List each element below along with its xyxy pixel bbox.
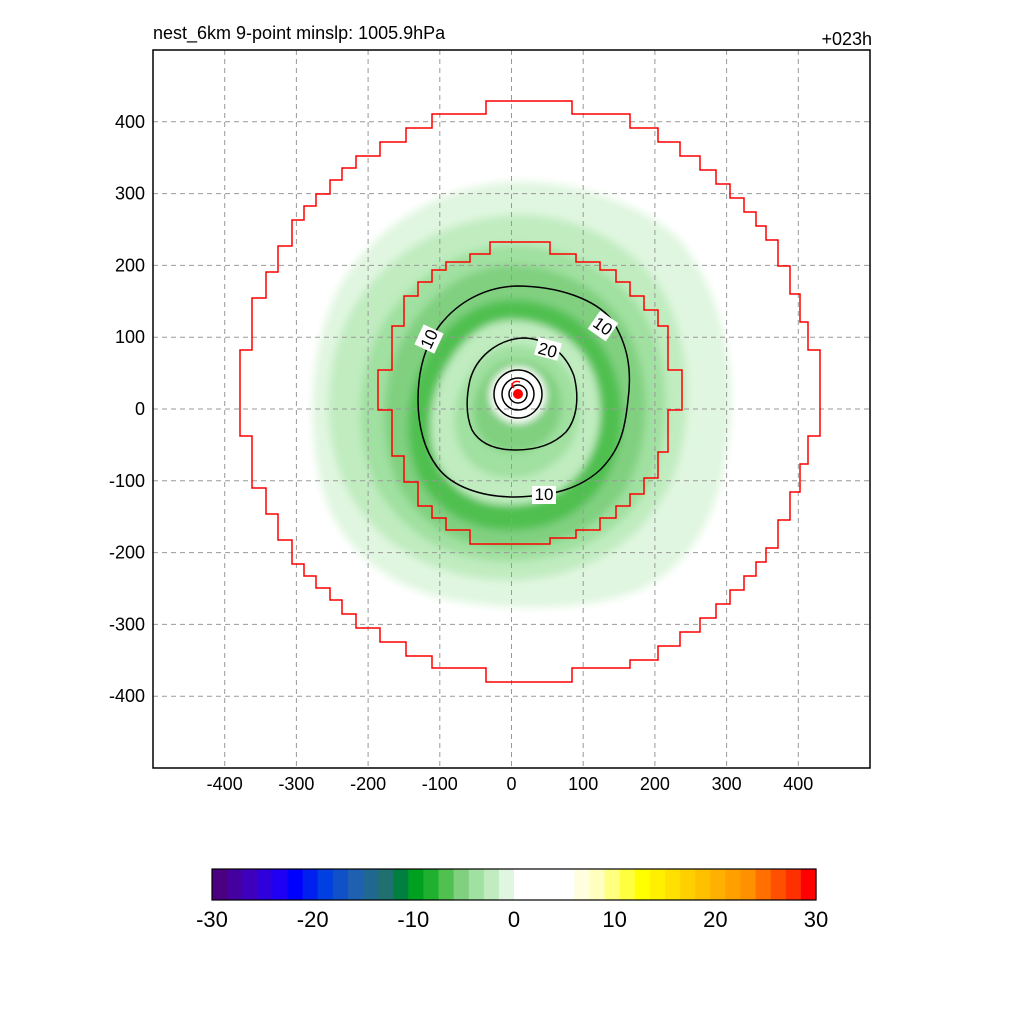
colorbar-swatch <box>680 869 696 900</box>
colorbar-swatch <box>710 869 726 900</box>
colorbar-swatch <box>604 869 621 900</box>
x-tick-label: 400 <box>783 774 813 794</box>
inner-boundary <box>377 241 683 545</box>
y-tick-label: -200 <box>109 543 145 563</box>
colorbar-swatch <box>740 869 757 900</box>
colorbar-tick-label: 0 <box>508 907 520 932</box>
colorbar-swatch <box>498 869 515 900</box>
colorbar-swatch <box>438 869 455 900</box>
colorbar-tick-labels: -30 -20 -10 0 10 20 30 <box>196 907 828 932</box>
colorbar-swatch <box>589 869 606 900</box>
plot-title-left: nest_6km 9-point minslp: 1005.9hPa <box>153 23 446 44</box>
colorbar-swatch <box>800 869 817 900</box>
x-tick-label: 0 <box>506 774 516 794</box>
x-tick-label: -100 <box>422 774 458 794</box>
colorbar-swatch <box>785 869 802 900</box>
y-tick-label: 300 <box>115 184 145 204</box>
colorbar-swatch <box>665 869 681 900</box>
colorbar-swatch <box>423 869 440 900</box>
colorbar-swatch <box>559 869 575 900</box>
colorbar-tick-label: -20 <box>297 907 329 932</box>
colorbar-swatch <box>302 869 319 900</box>
colorbar-swatch <box>574 869 591 900</box>
x-tick-label: -200 <box>350 774 386 794</box>
contour-line-20 <box>466 337 578 451</box>
colorbar-swatch <box>317 869 334 900</box>
colorbar-swatch <box>287 869 304 900</box>
colorbar-swatch <box>649 869 666 900</box>
colorbar-swatch <box>634 869 651 900</box>
y-tick-label: 0 <box>135 399 145 419</box>
contour-label-20: 20 <box>536 339 559 362</box>
contour-line-inner-1 <box>493 369 543 419</box>
colorbar-swatch <box>619 869 636 900</box>
y-tick-label: -400 <box>109 686 145 706</box>
plot-title-right: +023h <box>821 29 872 49</box>
contour-line-inner-2 <box>501 377 535 411</box>
colorbar-swatch <box>529 869 545 900</box>
colorbar-swatch <box>544 869 560 900</box>
x-tick-label: 100 <box>568 774 598 794</box>
colorbar-swatch <box>257 869 273 900</box>
red-boundaries <box>239 100 821 683</box>
x-tick-label: 300 <box>712 774 742 794</box>
colorbar-tick-label: 30 <box>804 907 828 932</box>
colorbar-swatch <box>755 869 772 900</box>
colorbar-tick-label: -10 <box>397 907 429 932</box>
colorbar-tick-label: -30 <box>196 907 228 932</box>
colorbar-swatch <box>468 869 485 900</box>
colorbar-swatch <box>272 869 289 900</box>
colorbar-swatch <box>347 869 364 900</box>
x-tick-label: 200 <box>640 774 670 794</box>
gridlines <box>153 50 870 768</box>
x-tick-label: -300 <box>278 774 314 794</box>
colorbar <box>212 869 817 900</box>
colorbar-swatch <box>770 869 787 900</box>
contour-label-10-bottom: 10 <box>535 485 554 504</box>
y-tick-label: -300 <box>109 614 145 634</box>
colorbar-swatch <box>514 869 530 900</box>
colorbar-swatch <box>453 869 470 900</box>
outer-boundary <box>239 100 821 683</box>
y-tick-label: 200 <box>115 255 145 275</box>
colorbar-tick-label: 10 <box>602 907 626 932</box>
x-axis-tick-labels: -400 -300 -200 -100 0 100 200 300 400 <box>207 774 814 794</box>
colorbar-swatch <box>332 869 349 900</box>
colorbar-swatch <box>378 869 394 900</box>
y-axis-tick-labels: 400 300 200 100 0 -100 -200 -300 -400 <box>109 112 145 706</box>
colorbar-tick-label: 20 <box>703 907 727 932</box>
colorbar-frame <box>211 868 817 901</box>
x-tick-label: -400 <box>207 774 243 794</box>
y-tick-label: -100 <box>109 471 145 491</box>
y-tick-label: 400 <box>115 112 145 132</box>
y-tick-label: 100 <box>115 327 145 347</box>
colorbar-swatch <box>695 869 711 900</box>
contour-labels: 10 10 10 20 <box>414 310 619 504</box>
colorbar-swatch <box>212 869 228 900</box>
colorbar-swatch <box>242 869 258 900</box>
plot-frame <box>152 49 871 769</box>
colorbar-swatch <box>725 869 742 900</box>
contour-line-inner-3 <box>508 384 528 404</box>
colorbar-swatch <box>483 869 500 900</box>
storm-center-marker <box>511 380 523 399</box>
colorbar-swatch <box>227 869 243 900</box>
colorbar-swatch <box>408 869 424 900</box>
colorbar-swatch <box>393 869 409 900</box>
colorbar-swatch <box>363 869 379 900</box>
